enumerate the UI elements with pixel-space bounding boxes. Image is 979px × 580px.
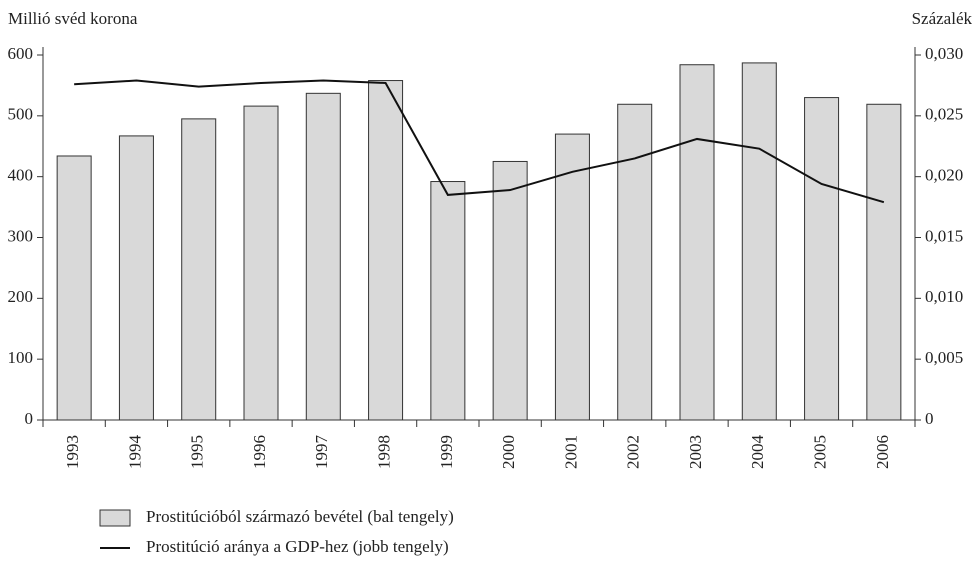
y2-tick-label: 0,005 (925, 348, 963, 367)
y-axis-title: Millió svéd korona (8, 9, 138, 28)
bar (430, 181, 466, 421)
x-tick-label: 1993 (63, 435, 82, 469)
x-tick-label: 1994 (125, 435, 144, 470)
x-tick-label: 2002 (624, 435, 643, 469)
y2-tick-label: 0,030 (925, 44, 963, 63)
y2-tick-label: 0,020 (925, 166, 963, 185)
x-tick-label: 2005 (810, 435, 829, 469)
y2-tick-label: 0,015 (925, 226, 963, 245)
y2-axis-title: Százalék (912, 9, 973, 28)
x-tick-label: 2004 (748, 435, 767, 470)
legend-label: Prostitúció aránya a GDP-hez (jobb tenge… (146, 537, 449, 556)
legend-swatch (99, 509, 131, 527)
bar (243, 105, 279, 421)
x-tick-label: 2003 (686, 435, 705, 469)
bar (804, 97, 840, 421)
bar (679, 64, 715, 421)
legend-label: Prostitúcióból származó bevétel (bal ten… (146, 507, 454, 526)
bar (617, 103, 653, 421)
y2-tick-label: 0 (925, 409, 934, 428)
y2-tick-label: 0,010 (925, 287, 963, 306)
y-tick-label: 600 (8, 44, 34, 63)
bar (741, 62, 777, 421)
y2-tick-label: 0,025 (925, 105, 963, 124)
y-tick-label: 500 (8, 105, 34, 124)
x-tick-label: 2006 (873, 435, 892, 469)
x-tick-label: 1996 (250, 435, 269, 469)
x-tick-label: 2001 (561, 435, 580, 469)
bar (56, 155, 92, 421)
bar (181, 118, 217, 421)
bar (118, 135, 154, 421)
x-tick-label: 1998 (374, 435, 393, 469)
bar (866, 103, 902, 421)
y-tick-label: 0 (25, 409, 34, 428)
bar (368, 80, 404, 421)
x-tick-label: 2000 (499, 435, 518, 469)
bar (305, 92, 341, 421)
y-tick-label: 300 (8, 226, 34, 245)
x-tick-label: 1995 (188, 435, 207, 469)
x-tick-label: 1997 (312, 435, 331, 470)
y-tick-label: 400 (8, 166, 34, 185)
bar (554, 133, 590, 421)
bar (492, 160, 528, 421)
x-tick-label: 1999 (437, 435, 456, 469)
y-tick-label: 200 (8, 287, 34, 306)
y-tick-label: 100 (8, 348, 34, 367)
line (74, 79, 885, 204)
